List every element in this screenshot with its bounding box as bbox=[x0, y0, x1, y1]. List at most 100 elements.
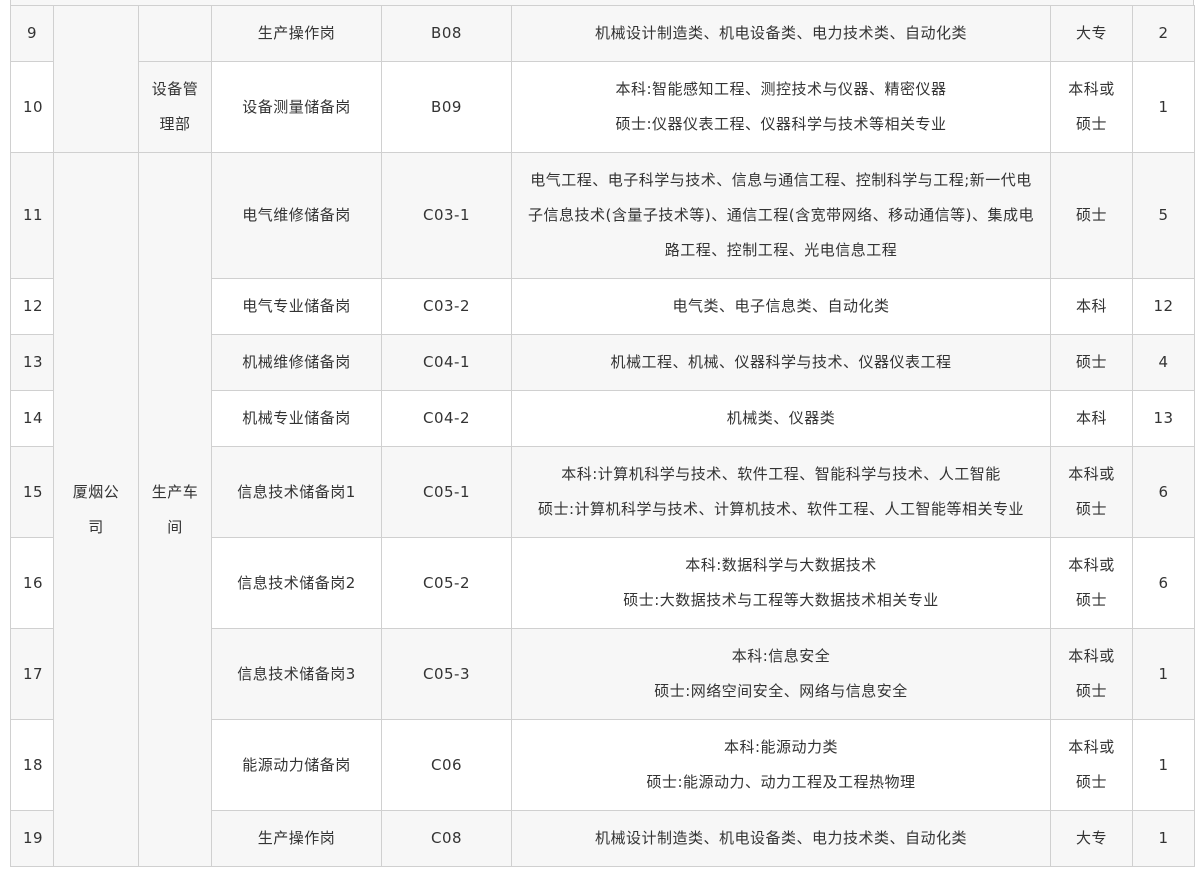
education-requirement: 硕士 bbox=[1050, 152, 1133, 279]
table-row: 18 能源动力储备岗 C06 本科:能源动力类 硕士:能源动力、动力工程及工程热物理 本科… bbox=[10, 719, 1195, 811]
row-number: 17 bbox=[10, 628, 54, 720]
headcount: 1 bbox=[1132, 719, 1195, 811]
majors-cell: 本科:智能感知工程、测控技术与仪器、精密仪器 硕士:仪器仪表工程、仪器科学与技术等… bbox=[511, 61, 1051, 153]
company-cell: 厦烟公司 bbox=[53, 152, 139, 867]
department-cell: 生产车间 bbox=[138, 152, 212, 867]
education-requirement: 本科 bbox=[1050, 278, 1133, 335]
position-name: 机械专业储备岗 bbox=[211, 390, 382, 447]
position-name: 电气维修储备岗 bbox=[211, 152, 382, 279]
major-line: 电气工程、电子科学与技术、信息与通信工程、控制科学与工程;新一代电 bbox=[530, 171, 1032, 189]
row-number: 15 bbox=[10, 446, 54, 538]
major-line: 电气类、电子信息类、自动化类 bbox=[672, 297, 890, 315]
row-number: 12 bbox=[10, 278, 54, 335]
education-requirement: 本科或硕士 bbox=[1050, 537, 1133, 629]
row-number: 16 bbox=[10, 537, 54, 629]
major-line: 机械设计制造类、机电设备类、电力技术类、自动化类 bbox=[594, 24, 967, 42]
major-line: 硕士:能源动力、动力工程及工程热物理 bbox=[646, 773, 916, 791]
position-code: B09 bbox=[381, 61, 512, 153]
major-line: 硕士:计算机科学与技术、计算机技术、软件工程、人工智能等相关专业 bbox=[537, 500, 1025, 518]
row-number: 14 bbox=[10, 390, 54, 447]
headcount: 1 bbox=[1132, 810, 1195, 867]
major-line: 路工程、控制工程、光电信息工程 bbox=[664, 241, 898, 259]
education-requirement: 本科或硕士 bbox=[1050, 446, 1133, 538]
headcount: 1 bbox=[1132, 61, 1195, 153]
major-line: 子信息技术(含量子技术等)、通信工程(含宽带网络、移动通信等)、集成电 bbox=[528, 206, 1034, 224]
position-name: 生产操作岗 bbox=[211, 5, 382, 62]
position-code: C06 bbox=[381, 719, 512, 811]
position-code: C08 bbox=[381, 810, 512, 867]
position-code: C05-3 bbox=[381, 628, 512, 720]
table-row: 15 信息技术储备岗1 C05-1 本科:计算机科学与技术、软件工程、智能科学与技术、… bbox=[10, 446, 1195, 538]
education-requirement: 本科或硕士 bbox=[1050, 719, 1133, 811]
headcount: 5 bbox=[1132, 152, 1195, 279]
majors-cell: 机械设计制造类、机电设备类、电力技术类、自动化类 bbox=[511, 810, 1051, 867]
department-cell: 设备管理部 bbox=[138, 61, 212, 153]
major-line: 硕士:仪器仪表工程、仪器科学与技术等相关专业 bbox=[615, 115, 947, 133]
row-number: 10 bbox=[10, 61, 54, 153]
education-requirement: 大专 bbox=[1050, 810, 1133, 867]
education-requirement: 硕士 bbox=[1050, 334, 1133, 391]
table-row: 10 设备管理部 设备测量储备岗 B09 本科:智能感知工程、测控技术与仪器、精密仪器硕… bbox=[10, 61, 1195, 153]
table-row: 16 信息技术储备岗2 C05-2 本科:数据科学与大数据技术 硕士:大数据技术与工程等… bbox=[10, 537, 1195, 629]
row-number: 13 bbox=[10, 334, 54, 391]
table-row: 13 机械维修储备岗 C04-1 机械工程、机械、仪器科学与技术、仪器仪表工程 硕士 4 bbox=[10, 334, 1195, 391]
row-number: 18 bbox=[10, 719, 54, 811]
major-line: 机械类、仪器类 bbox=[726, 409, 836, 427]
majors-cell: 机械设计制造类、机电设备类、电力技术类、自动化类 bbox=[511, 5, 1051, 62]
majors-cell: 本科:能源动力类硕士:能源动力、动力工程及工程热物理 bbox=[511, 719, 1051, 811]
majors-cell: 本科:数据科学与大数据技术硕士:大数据技术与工程等大数据技术相关专业 bbox=[511, 537, 1051, 629]
position-code: C05-2 bbox=[381, 537, 512, 629]
position-name: 信息技术储备岗3 bbox=[211, 628, 382, 720]
table-row: 14 机械专业储备岗 C04-2 机械类、仪器类 本科 13 bbox=[10, 390, 1195, 447]
position-code: C04-2 bbox=[381, 390, 512, 447]
position-code: C04-1 bbox=[381, 334, 512, 391]
major-line: 机械工程、机械、仪器科学与技术、仪器仪表工程 bbox=[610, 353, 952, 371]
previous-row-fragment bbox=[10, 0, 1194, 5]
education-requirement: 本科或硕士 bbox=[1050, 628, 1133, 720]
majors-cell: 电气类、电子信息类、自动化类 bbox=[511, 278, 1051, 335]
recruitment-table: 9 生产操作岗 B08 机械设计制造类、机电设备类、电力技术类、自动化类 大专 2 10 设备… bbox=[10, 5, 1195, 867]
position-name: 信息技术储备岗1 bbox=[211, 446, 382, 538]
table-row: 19 生产操作岗 C08 机械设计制造类、机电设备类、电力技术类、自动化类 大专 1 bbox=[10, 810, 1195, 867]
position-name: 能源动力储备岗 bbox=[211, 719, 382, 811]
major-line: 本科:信息安全 bbox=[731, 647, 831, 665]
headcount: 2 bbox=[1132, 5, 1195, 62]
position-code: C03-2 bbox=[381, 278, 512, 335]
education-requirement: 本科 bbox=[1050, 390, 1133, 447]
headcount: 12 bbox=[1132, 278, 1195, 335]
majors-cell: 机械类、仪器类 bbox=[511, 390, 1051, 447]
major-line: 本科:数据科学与大数据技术 bbox=[685, 556, 877, 574]
majors-cell: 本科:计算机科学与技术、软件工程、智能科学与技术、人工智能硕士:计算机科学与技术… bbox=[511, 446, 1051, 538]
row-number: 11 bbox=[10, 152, 54, 279]
major-line: 机械设计制造类、机电设备类、电力技术类、自动化类 bbox=[594, 829, 967, 847]
education-requirement: 大专 bbox=[1050, 5, 1133, 62]
row-number: 9 bbox=[10, 5, 54, 62]
major-line: 硕士:网络空间安全、网络与信息安全 bbox=[654, 682, 908, 700]
position-code: C05-1 bbox=[381, 446, 512, 538]
table-row: 9 生产操作岗 B08 机械设计制造类、机电设备类、电力技术类、自动化类 大专 2 bbox=[10, 5, 1195, 153]
headcount: 6 bbox=[1132, 537, 1195, 629]
position-code: B08 bbox=[381, 5, 512, 62]
position-name: 生产操作岗 bbox=[211, 810, 382, 867]
department-cell-continued bbox=[138, 5, 212, 62]
majors-cell: 机械工程、机械、仪器科学与技术、仪器仪表工程 bbox=[511, 334, 1051, 391]
position-name: 信息技术储备岗2 bbox=[211, 537, 382, 629]
position-name: 电气专业储备岗 bbox=[211, 278, 382, 335]
headcount: 4 bbox=[1132, 334, 1195, 391]
major-line: 本科:计算机科学与技术、软件工程、智能科学与技术、人工智能 bbox=[561, 465, 1001, 483]
education-requirement: 本科或硕士 bbox=[1050, 61, 1133, 153]
headcount: 1 bbox=[1132, 628, 1195, 720]
headcount: 6 bbox=[1132, 446, 1195, 538]
position-name: 设备测量储备岗 bbox=[211, 61, 382, 153]
major-line: 本科:能源动力类 bbox=[723, 738, 839, 756]
position-code: C03-1 bbox=[381, 152, 512, 279]
headcount: 13 bbox=[1132, 390, 1195, 447]
majors-cell: 本科:信息安全硕士:网络空间安全、网络与信息安全 bbox=[511, 628, 1051, 720]
row-number: 19 bbox=[10, 810, 54, 867]
majors-cell: 电气工程、电子科学与技术、信息与通信工程、控制科学与工程;新一代电 子信息技术(含… bbox=[511, 152, 1051, 279]
major-line: 硕士:大数据技术与工程等大数据技术相关专业 bbox=[623, 591, 939, 609]
company-cell-continued bbox=[53, 5, 139, 153]
position-name: 机械维修储备岗 bbox=[211, 334, 382, 391]
major-line: 本科:智能感知工程、测控技术与仪器、精密仪器 bbox=[615, 80, 947, 98]
table-row: 11 厦烟公司 生产车间 电气维修储备岗 C03-1 电气工程、电子科学与技术、信息与通信… bbox=[10, 152, 1195, 867]
